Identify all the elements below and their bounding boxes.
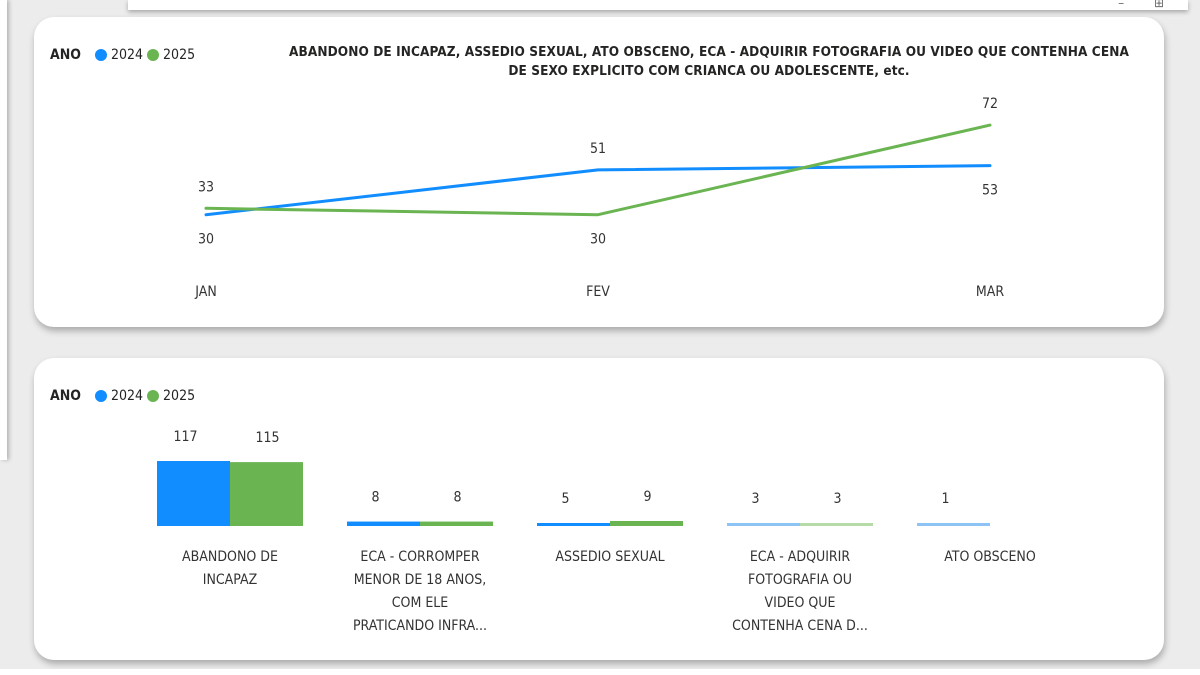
bar-2024-1[interactable] — [157, 461, 230, 526]
category-label-1: INCAPAZ — [203, 572, 258, 588]
data-label-2024-MAR: 53 — [982, 183, 998, 199]
bar-label-2024-2: 8 — [371, 490, 379, 506]
category-label-2: MENOR DE 18 ANOS, — [354, 572, 487, 588]
bar-label-2025-3: 9 — [643, 489, 651, 505]
bar-chart-card: ANO 2024 2025 117 115 ABANDONO DE INCAPAZ 8 8… — [34, 358, 1164, 660]
data-label-2025-JAN: 33 — [198, 179, 214, 195]
data-label-2025-FEV: 30 — [590, 232, 606, 248]
line-series-2024[interactable] — [204, 164, 992, 217]
category-label-1: ABANDONO DE — [182, 549, 278, 565]
bar-2025-4[interactable] — [800, 523, 873, 526]
legend-item-2025[interactable]: 2025 — [147, 388, 195, 404]
x-tick-FEV: FEV — [586, 284, 610, 300]
legend-dot-2024 — [95, 49, 107, 61]
legend-label-2024: 2024 — [111, 388, 144, 404]
legend-item-2024[interactable]: 2024 — [95, 47, 143, 63]
bar-label-2025-1: 115 — [255, 430, 279, 446]
bar-2025-3[interactable] — [610, 521, 683, 526]
bar-2025-1[interactable] — [230, 462, 303, 526]
bar-chart-legend: ANO 2024 2025 — [50, 388, 199, 404]
legend-item-2024[interactable]: 2024 — [95, 388, 143, 404]
category-label-5: ATO OBSCENO — [944, 549, 1036, 565]
data-label-2024-JAN: 30 — [198, 232, 214, 248]
bar-2025-2[interactable] — [420, 521, 493, 526]
legend-item-2025[interactable]: 2025 — [147, 47, 195, 63]
line-chart-plot: 30 51 53 33 30 72 JAN FEV MAR — [194, 96, 1004, 300]
legend-dot-2025 — [147, 390, 160, 402]
focus-mode-icon[interactable]: ⊞ — [1153, 0, 1164, 10]
category-label-4: FOTOGRAFIA OU — [748, 572, 852, 588]
x-tick-MAR: MAR — [976, 284, 1004, 300]
category-label-4: CONTENHA CENA D... — [732, 618, 868, 634]
category-label-2: PRATICANDO INFRA... — [353, 618, 487, 634]
category-label-3: ASSEDIO SEXUAL — [555, 549, 664, 565]
data-label-2025-MAR: 72 — [982, 96, 998, 112]
bar-label-2024-1: 117 — [173, 429, 197, 445]
minimize-icon[interactable]: – — [1118, 0, 1125, 10]
bar-label-2024-3: 5 — [561, 491, 569, 507]
x-tick-JAN: JAN — [194, 284, 217, 300]
legend-dot-2025 — [147, 49, 160, 61]
bar-label-2024-5: 1 — [941, 491, 949, 507]
category-label-2: ECA - CORROMPER — [360, 549, 479, 565]
line-chart-legend: ANO 2024 2025 — [50, 47, 199, 63]
data-label-2024-FEV: 51 — [590, 141, 606, 157]
legend-title: ANO — [50, 47, 81, 63]
bar-chart-plot: 117 115 ABANDONO DE INCAPAZ 8 8 ECA - CORROMPE… — [157, 429, 1036, 634]
legend-title: ANO — [50, 388, 81, 404]
top-visual-frame: – ⊞ — [128, 0, 1188, 10]
bar-label-2024-4: 3 — [751, 491, 759, 507]
category-label-2: COM ELE — [392, 595, 449, 611]
legend-label-2025: 2025 — [163, 47, 196, 63]
line-series-2025[interactable] — [204, 123, 992, 217]
bar-2024-2[interactable] — [347, 521, 420, 526]
visual-header-icons: – ⊞ — [1092, 0, 1164, 10]
bar-2024-4[interactable] — [727, 523, 800, 526]
bottom-edge — [0, 669, 1200, 675]
category-label-4: ECA - ADQUIRIR — [750, 549, 851, 565]
legend-label-2024: 2024 — [111, 47, 144, 63]
line-chart-title: ABANDONO DE INCAPAZ, ASSEDIO SEXUAL, ATO… — [289, 44, 1129, 79]
legend-label-2025: 2025 — [163, 388, 196, 404]
line-chart-card: ANO 2024 2025 ABANDONO DE INCAPAZ, ASSED… — [34, 17, 1164, 327]
category-label-4: VIDEO QUE — [765, 595, 836, 611]
legend-dot-2024 — [95, 390, 107, 402]
bar-label-2025-4: 3 — [833, 491, 841, 507]
bar-2024-3[interactable] — [537, 523, 610, 526]
bar-2024-5[interactable] — [917, 523, 990, 526]
bar-label-2025-2: 8 — [453, 490, 461, 506]
left-panel-edge — [0, 0, 7, 460]
